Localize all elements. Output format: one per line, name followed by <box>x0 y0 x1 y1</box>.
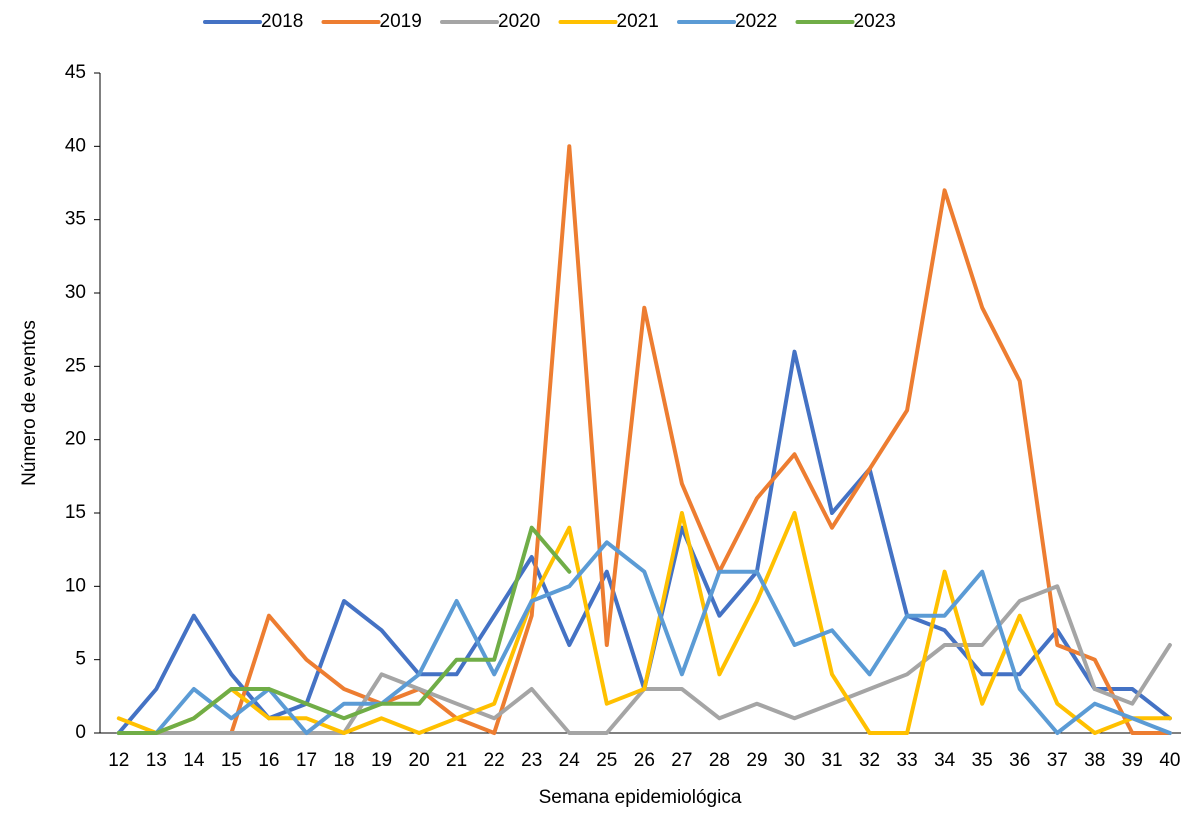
y-tick-label: 15 <box>65 502 86 523</box>
x-tick-label: 31 <box>821 750 842 771</box>
y-tick-label: 45 <box>65 62 86 83</box>
x-tick-label: 20 <box>409 750 430 771</box>
legend-label: 2018 <box>261 11 303 32</box>
x-tick-label: 27 <box>671 750 692 771</box>
legend-label: 2021 <box>617 11 659 32</box>
x-tick-label: 35 <box>972 750 993 771</box>
y-tick-label: 10 <box>65 575 86 596</box>
legend-label: 2020 <box>498 11 540 32</box>
y-tick-label: 30 <box>65 282 86 303</box>
x-tick-label: 39 <box>1122 750 1143 771</box>
series-line <box>116 349 1172 735</box>
x-tick-label: 24 <box>559 750 581 771</box>
y-tick-label: 40 <box>65 135 86 156</box>
series-line <box>116 144 1172 735</box>
x-axis-title: Semana epidemiológica <box>539 787 742 808</box>
y-tick-label: 5 <box>75 649 86 670</box>
x-tick-label: 13 <box>146 750 167 771</box>
x-tick-label: 38 <box>1084 750 1105 771</box>
x-tick-label: 25 <box>596 750 617 771</box>
x-tick-label: 32 <box>859 750 880 771</box>
x-tick-label: 18 <box>333 750 354 771</box>
y-axis-title: Número de eventos <box>19 320 40 486</box>
legend-label: 2019 <box>380 11 422 32</box>
y-tick-label: 25 <box>65 355 86 376</box>
x-tick-label: 33 <box>897 750 918 771</box>
x-tick-label: 15 <box>221 750 242 771</box>
y-tick-label: 0 <box>75 722 86 743</box>
x-tick-label: 17 <box>296 750 317 771</box>
x-tick-label: 21 <box>446 750 467 771</box>
x-tick-label: 23 <box>521 750 542 771</box>
series-line <box>116 540 1172 735</box>
series-line <box>116 525 572 735</box>
y-tick-label: 20 <box>65 429 86 450</box>
x-tick-label: 30 <box>784 750 805 771</box>
x-tick-label: 12 <box>108 750 129 771</box>
x-tick-label: 36 <box>1009 750 1030 771</box>
y-tick-label: 35 <box>65 209 86 230</box>
x-tick-label: 34 <box>934 750 956 771</box>
x-tick-label: 19 <box>371 750 392 771</box>
x-tick-label: 16 <box>258 750 279 771</box>
x-tick-label: 28 <box>709 750 730 771</box>
x-tick-label: 22 <box>484 750 505 771</box>
x-tick-label: 26 <box>634 750 655 771</box>
x-tick-label: 40 <box>1159 750 1180 771</box>
x-tick-label: 37 <box>1047 750 1068 771</box>
x-tick-label: 29 <box>746 750 767 771</box>
legend-label: 2022 <box>735 11 777 32</box>
legend-label: 2023 <box>854 11 896 32</box>
x-tick-label: 14 <box>183 750 205 771</box>
